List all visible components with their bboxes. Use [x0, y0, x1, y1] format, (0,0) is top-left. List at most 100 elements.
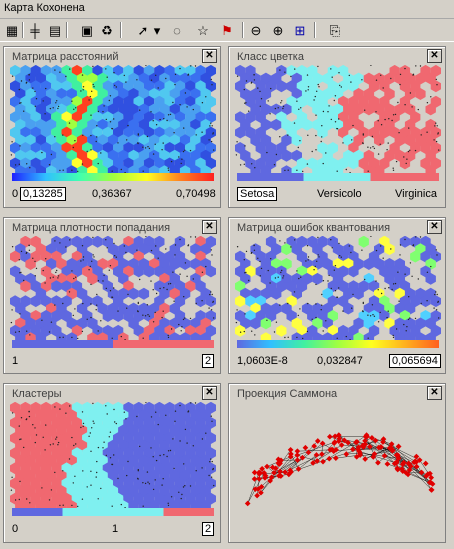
- projection-node[interactable]: [305, 449, 312, 456]
- class-setosa-label[interactable]: Setosa: [237, 187, 278, 201]
- projection-node[interactable]: [355, 446, 362, 453]
- star-select-icon[interactable]: ☆: [197, 22, 209, 38]
- projection-node[interactable]: [395, 443, 402, 450]
- projection-node[interactable]: [350, 446, 356, 453]
- export-icon[interactable]: ⎘: [329, 22, 341, 38]
- projection-node[interactable]: [391, 460, 398, 467]
- projection-node[interactable]: [413, 463, 420, 470]
- close-icon[interactable]: ✕: [427, 220, 442, 234]
- dropdown-arrow-icon[interactable]: ▾: [153, 22, 161, 38]
- scale-max-value[interactable]: 2: [202, 522, 215, 536]
- projection-node[interactable]: [326, 455, 333, 462]
- hex-cell: [102, 157, 113, 170]
- dot-marker: [380, 74, 382, 76]
- panel-sammon-projection[interactable]: Проекция Саммона ✕: [228, 383, 446, 543]
- projection-node[interactable]: [406, 467, 413, 473]
- lasso-icon[interactable]: ◌: [173, 22, 181, 38]
- scale-max-value[interactable]: 0,065694: [389, 354, 441, 368]
- sammon-projection-plot[interactable]: [233, 400, 441, 538]
- dot-marker: [405, 330, 407, 332]
- zoom-out-icon[interactable]: ⊖: [250, 22, 262, 38]
- projection-node[interactable]: [413, 453, 420, 460]
- projection-node[interactable]: [405, 471, 411, 478]
- grid-icon[interactable]: ▦: [5, 22, 19, 38]
- dot-marker: [174, 244, 177, 246]
- projection-node[interactable]: [310, 460, 316, 466]
- projection-node[interactable]: [311, 443, 318, 449]
- clusters-map[interactable]: [10, 402, 216, 548]
- hex-cell: [348, 80, 359, 93]
- hex-cell: [40, 157, 52, 170]
- projection-node[interactable]: [319, 451, 325, 458]
- projection-node[interactable]: [369, 435, 375, 441]
- projection-node[interactable]: [287, 446, 294, 453]
- close-icon[interactable]: ✕: [202, 386, 217, 400]
- projection-node[interactable]: [294, 457, 301, 463]
- dot-marker: [184, 92, 187, 94]
- projection-node[interactable]: [295, 466, 302, 472]
- flag-icon[interactable]: ⚑: [221, 22, 233, 38]
- projection-node[interactable]: [426, 479, 433, 486]
- close-icon[interactable]: ✕: [202, 220, 217, 234]
- projection-node[interactable]: [384, 461, 391, 467]
- projection-node[interactable]: [428, 474, 435, 481]
- close-icon[interactable]: ✕: [202, 49, 217, 63]
- projection-node[interactable]: [288, 469, 294, 475]
- dot-marker: [165, 77, 167, 80]
- projection-node[interactable]: [294, 448, 301, 455]
- close-icon[interactable]: ✕: [427, 49, 442, 63]
- properties-icon[interactable]: ▣: [80, 22, 94, 38]
- close-icon[interactable]: ✕: [427, 386, 442, 400]
- zoom-in-icon[interactable]: ⊕: [272, 22, 284, 38]
- projection-node[interactable]: [320, 458, 326, 465]
- hex-cell: [399, 126, 411, 139]
- hex-cell: [46, 103, 57, 116]
- hex-cell: [159, 424, 170, 437]
- projection-node[interactable]: [416, 457, 423, 463]
- projection-node[interactable]: [282, 469, 288, 476]
- panel-hit-density[interactable]: Матрица плотности попадания ✕ 1 2: [3, 217, 221, 374]
- panel-clusters[interactable]: Кластеры ✕ 0 1 2: [3, 383, 221, 543]
- projection-node[interactable]: [329, 446, 335, 453]
- axes-icon[interactable]: ╪: [30, 22, 40, 38]
- projection-node[interactable]: [319, 440, 326, 447]
- hit-density-map[interactable]: [10, 236, 216, 382]
- projection-node[interactable]: [327, 433, 333, 440]
- panel-distance-matrix[interactable]: Матрица расстояний ✕ 0 0,13285 0,36367 0…: [3, 46, 221, 208]
- projection-node[interactable]: [364, 433, 370, 440]
- projection-node[interactable]: [343, 451, 350, 457]
- projection-node[interactable]: [256, 476, 262, 482]
- hex-cell: [102, 492, 113, 505]
- hex-cell: [265, 80, 277, 93]
- projection-node[interactable]: [244, 500, 251, 507]
- projection-node[interactable]: [362, 456, 368, 462]
- projection-node[interactable]: [389, 447, 396, 454]
- projection-node[interactable]: [428, 487, 435, 493]
- scale-max-value[interactable]: 2: [202, 354, 215, 368]
- projection-node[interactable]: [380, 436, 387, 442]
- panel-flower-class[interactable]: Класс цветка ✕ Setosa Versicolo Virginic…: [228, 46, 446, 208]
- scale-selected-value[interactable]: 0,13285: [20, 187, 66, 201]
- layers-icon[interactable]: ▤: [48, 22, 62, 38]
- panel-quantization-error[interactable]: Матрица ошибок квантования ✕ 1,0603E-8 0…: [228, 217, 446, 374]
- hex-cell: [20, 462, 31, 475]
- select-cursor-icon[interactable]: ➚: [137, 22, 149, 38]
- refresh-icon[interactable]: ♻: [101, 22, 113, 38]
- projection-node[interactable]: [299, 454, 306, 461]
- projection-node[interactable]: [405, 460, 412, 467]
- projection-node[interactable]: [375, 459, 381, 466]
- projection-node[interactable]: [313, 452, 320, 458]
- projection-node[interactable]: [388, 441, 395, 447]
- flower-class-map[interactable]: [235, 65, 441, 211]
- projection-node[interactable]: [302, 444, 309, 451]
- dot-marker: [253, 74, 255, 76]
- projection-node[interactable]: [251, 469, 258, 476]
- fit-window-icon[interactable]: ⊞: [294, 22, 306, 38]
- projection-node[interactable]: [277, 468, 283, 475]
- projection-node[interactable]: [422, 460, 429, 467]
- projection-node[interactable]: [277, 460, 283, 467]
- projection-node[interactable]: [394, 466, 401, 473]
- projection-node[interactable]: [381, 453, 388, 459]
- projection-node[interactable]: [261, 470, 268, 476]
- hex-cell: [250, 134, 261, 147]
